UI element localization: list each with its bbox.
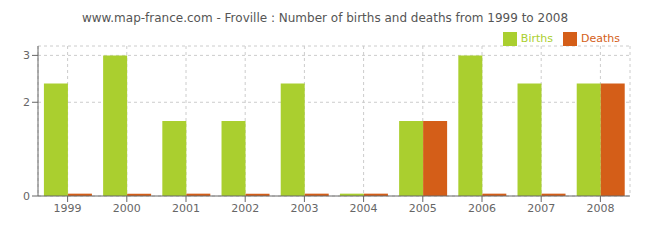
html-text:www.map-france.com - Froville: www.map-france.com - Froville : Number o…: [81, 11, 569, 25]
svg-text:3: 3: [23, 49, 30, 62]
svg-text:2008: 2008: [586, 202, 614, 215]
html-text:Deaths: Deaths: [581, 32, 620, 45]
svg-text:1999: 1999: [54, 202, 82, 215]
svg-text:0: 0: [23, 190, 30, 203]
svg-text:2005: 2005: [409, 202, 437, 215]
html-text:Births: Births: [520, 32, 553, 45]
svg-text:2: 2: [23, 96, 30, 109]
svg-text:2001: 2001: [172, 202, 200, 215]
svg-text:2000: 2000: [113, 202, 141, 215]
svg-text:2002: 2002: [231, 202, 259, 215]
svg-text:2003: 2003: [290, 202, 318, 215]
svg-text:2006: 2006: [468, 202, 496, 215]
svg-text:2007: 2007: [527, 202, 555, 215]
svg-text:2004: 2004: [350, 202, 378, 215]
